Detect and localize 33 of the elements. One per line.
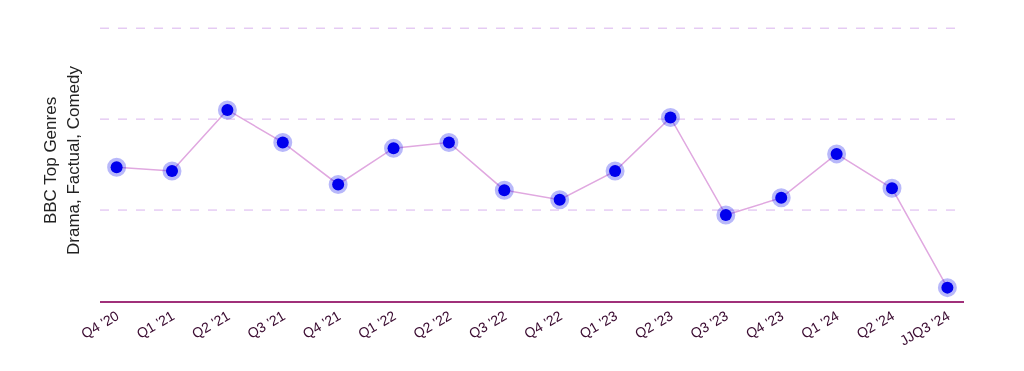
x-tick-label: Q3 '22: [465, 307, 510, 342]
point: [439, 132, 459, 152]
point: [162, 161, 182, 181]
x-tick-label: Q2 '22: [410, 307, 455, 342]
x-tick-label: Q1 '21: [133, 307, 178, 342]
point: [273, 132, 293, 152]
point: [550, 190, 570, 210]
x-tick-label: Q2 '24: [853, 307, 898, 342]
x-tick-label: Q1 '22: [355, 307, 399, 342]
x-tick-label: Q4 '22: [521, 307, 565, 342]
point: [771, 188, 791, 208]
point: [328, 174, 348, 194]
x-tick-label: Q3 '23: [687, 307, 732, 342]
point: [605, 161, 625, 181]
point: [660, 108, 680, 128]
y-axis-title: BBC Top Genres Drama, Factual, Comedy: [41, 65, 83, 255]
x-tick-label: Q4 '21: [299, 307, 344, 342]
x-tick-label: Q1 '24: [798, 307, 842, 342]
x-tick-label: Q1 '23: [576, 307, 621, 342]
x-tick-label: Q4 '23: [742, 307, 787, 342]
point: [937, 278, 957, 298]
point: [882, 178, 902, 198]
x-tick-label: Q2 '21: [189, 307, 233, 342]
x-tick-label: Q2 '23: [632, 307, 676, 342]
x-tick-label: Q4 '20: [78, 307, 122, 342]
point: [384, 138, 404, 158]
x-tick-label: JJQ3 '24: [896, 307, 953, 349]
point: [217, 100, 237, 120]
point: [494, 180, 514, 200]
point: [716, 205, 736, 225]
point: [107, 157, 127, 177]
point: [827, 144, 847, 164]
x-tick-label: Q3 '21: [244, 307, 288, 342]
